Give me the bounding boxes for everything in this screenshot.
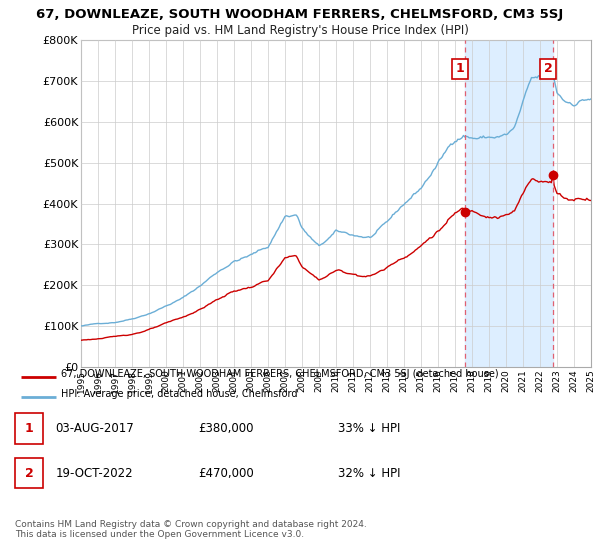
Text: 67, DOWNLEAZE, SOUTH WOODHAM FERRERS, CHELMSFORD, CM3 5SJ: 67, DOWNLEAZE, SOUTH WOODHAM FERRERS, CH… [37, 8, 563, 21]
Text: Contains HM Land Registry data © Crown copyright and database right 2024.
This d: Contains HM Land Registry data © Crown c… [15, 520, 367, 539]
Text: £380,000: £380,000 [198, 422, 254, 435]
Text: 2: 2 [544, 62, 553, 76]
Text: HPI: Average price, detached house, Chelmsford: HPI: Average price, detached house, Chel… [61, 389, 298, 399]
Text: 2: 2 [25, 466, 33, 480]
Text: £470,000: £470,000 [198, 466, 254, 480]
Bar [15, 413, 43, 444]
Text: 03-AUG-2017: 03-AUG-2017 [56, 422, 134, 435]
Text: 32% ↓ HPI: 32% ↓ HPI [338, 466, 400, 480]
Text: Price paid vs. HM Land Registry's House Price Index (HPI): Price paid vs. HM Land Registry's House … [131, 24, 469, 36]
Text: 67, DOWNLEAZE, SOUTH WOODHAM FERRERS, CHELMSFORD, CM3 5SJ (detached house): 67, DOWNLEAZE, SOUTH WOODHAM FERRERS, CH… [61, 370, 499, 379]
Text: 1: 1 [25, 422, 33, 435]
Bar [15, 458, 43, 488]
Text: 1: 1 [455, 62, 464, 76]
Bar [465, 40, 553, 367]
Text: 19-OCT-2022: 19-OCT-2022 [56, 466, 133, 480]
Text: 33% ↓ HPI: 33% ↓ HPI [338, 422, 400, 435]
